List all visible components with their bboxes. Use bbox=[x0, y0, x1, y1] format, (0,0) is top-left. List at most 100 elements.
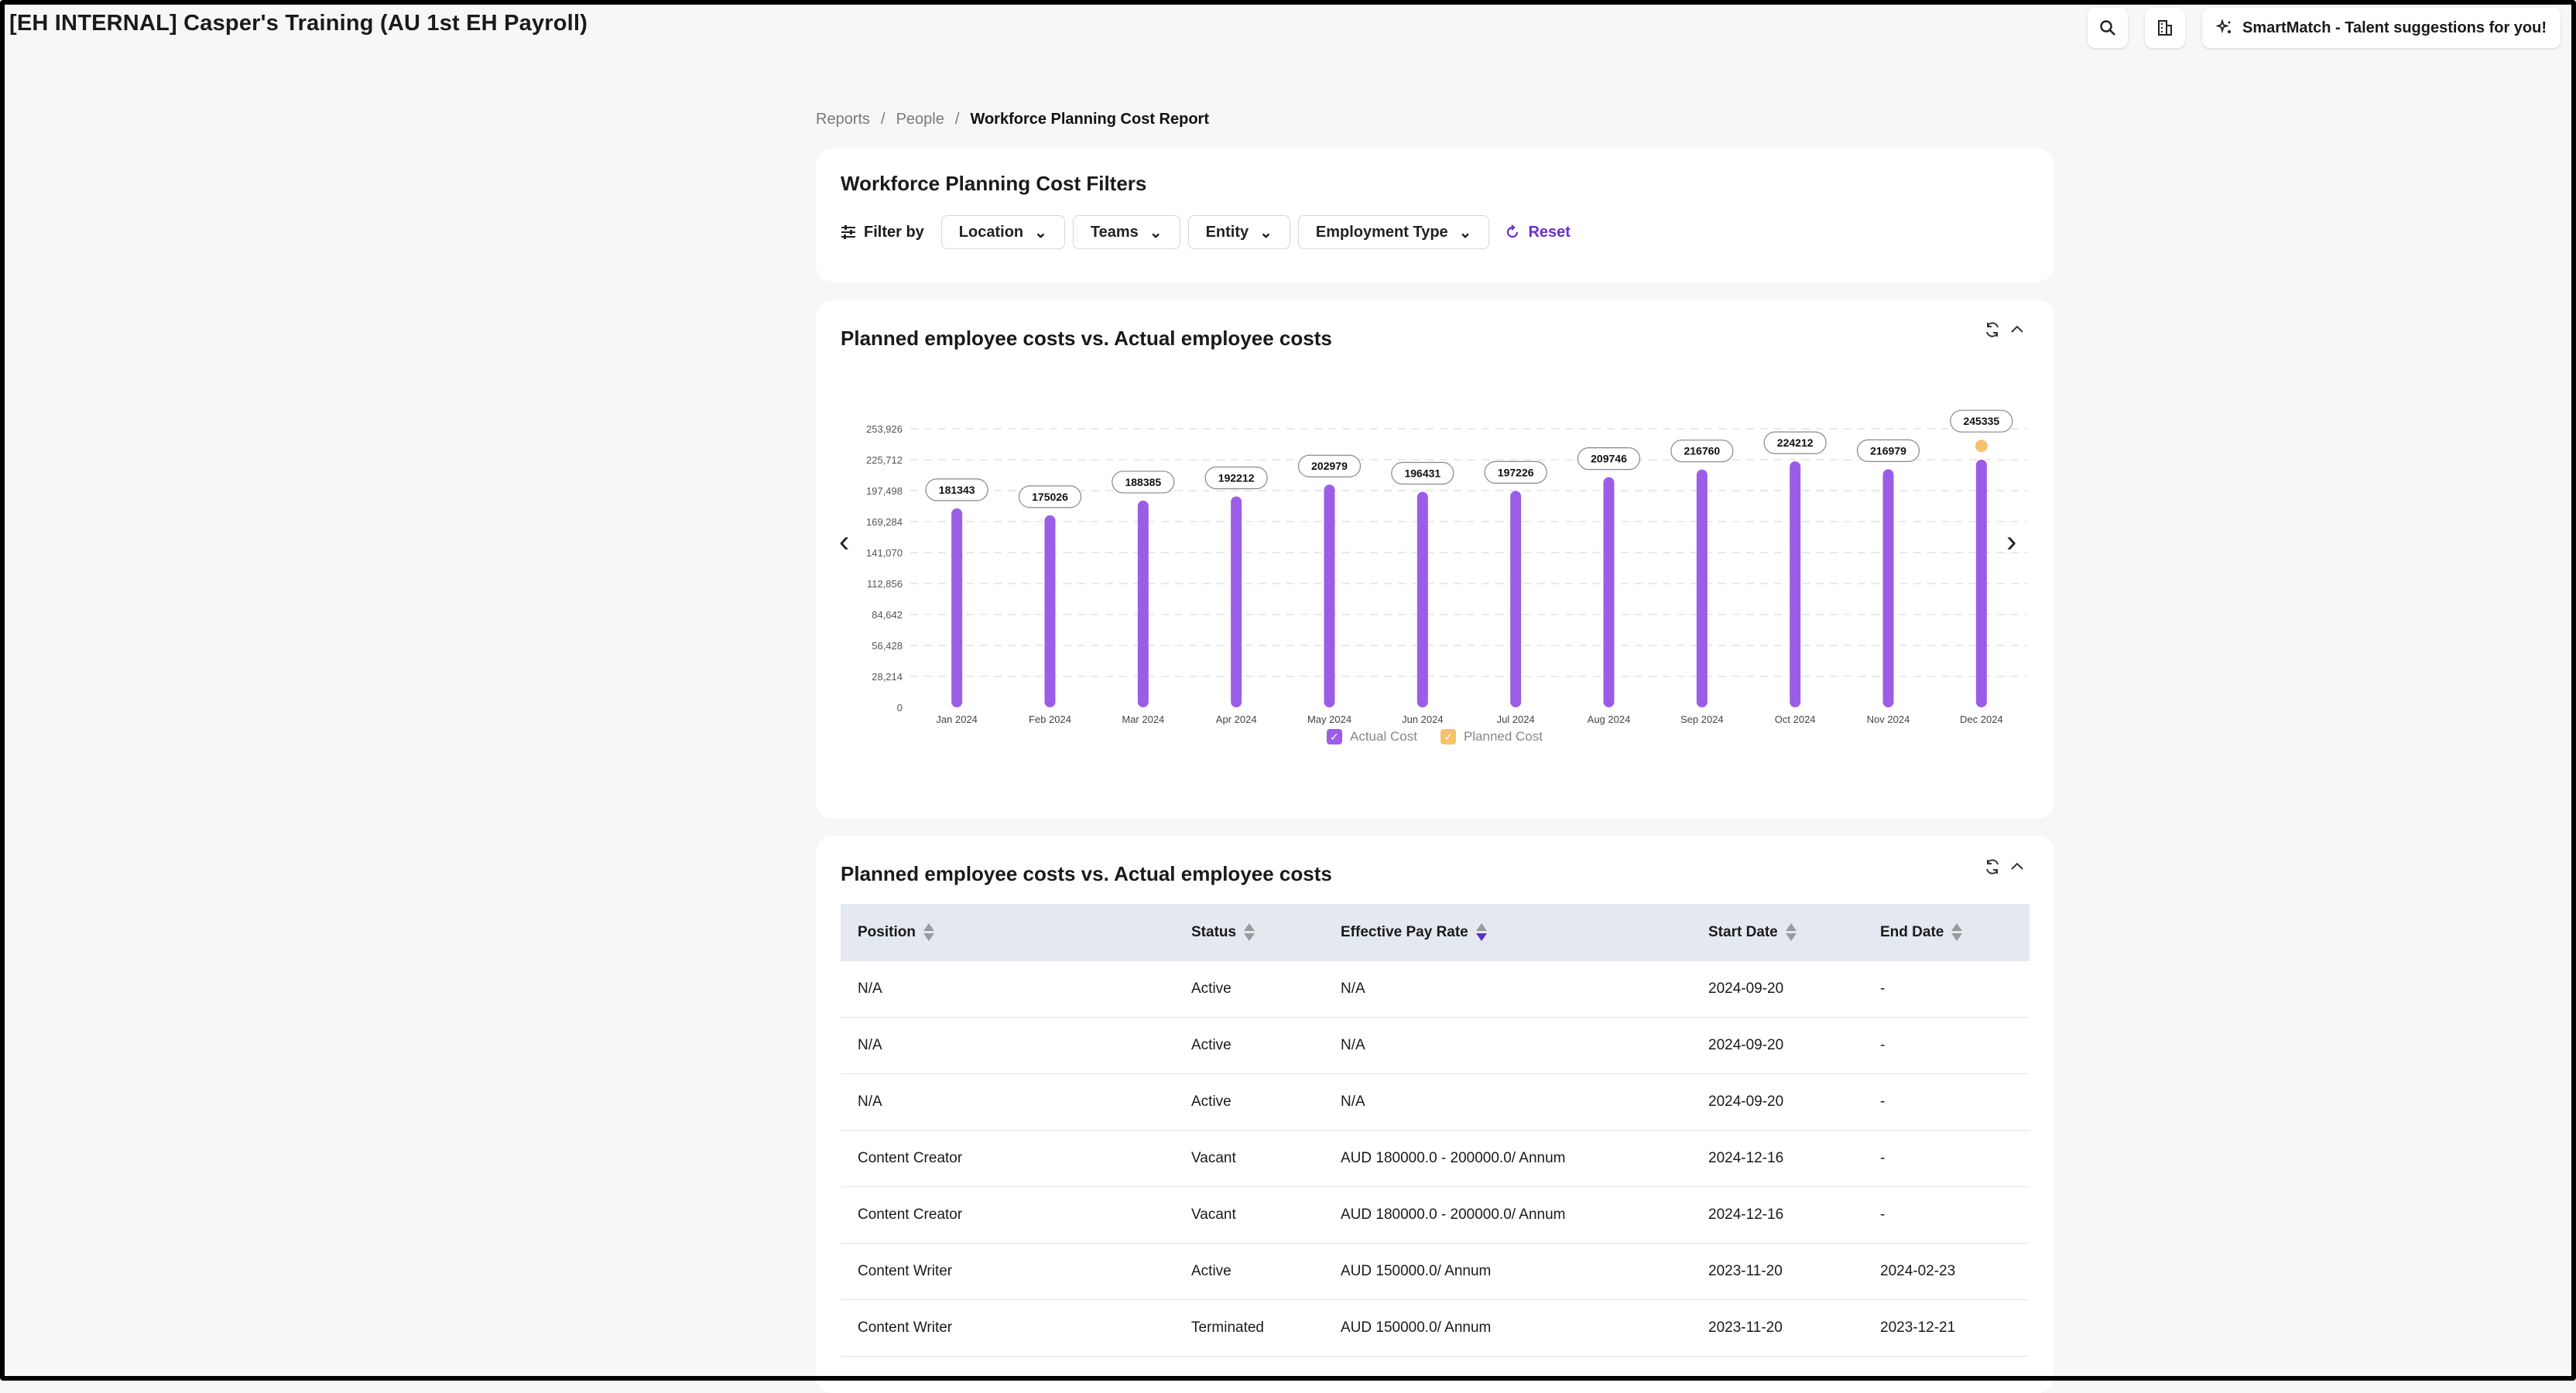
breadcrumb-separator: / bbox=[954, 111, 960, 128]
refresh-icon[interactable] bbox=[1983, 857, 2002, 876]
app-title: [EH INTERNAL] Casper's Training (AU 1st … bbox=[9, 11, 588, 36]
cell-position: Content Creator bbox=[841, 1130, 1174, 1187]
filters-card: Workforce Planning Cost Filters Filter b… bbox=[816, 149, 2054, 282]
refresh-icon[interactable] bbox=[1983, 320, 2002, 339]
data-label: 196431 bbox=[1404, 467, 1440, 480]
y-tick-label: 197,498 bbox=[866, 485, 903, 497]
cell-status: Vacant bbox=[1174, 1130, 1324, 1187]
cell-position: Content Writer bbox=[841, 1243, 1174, 1300]
legend-actual-cost[interactable]: ✓ Actual Cost bbox=[1327, 729, 1417, 744]
data-label: 224212 bbox=[1777, 436, 1814, 449]
table-row[interactable]: Content Writer Active AUD 150000.0/ Annum 2… bbox=[841, 1243, 2030, 1300]
y-tick-label: 56,428 bbox=[872, 640, 903, 652]
bar-actual-cost bbox=[1790, 461, 1801, 707]
table-row[interactable]: N/A Active N/A 2024-09-20- bbox=[841, 1073, 2030, 1131]
data-label-pill bbox=[1577, 447, 1641, 471]
employment-type-dropdown[interactable]: Employment Type ⌄ bbox=[1297, 215, 1490, 249]
cell-start-date: 2024-12-16 bbox=[1691, 1186, 1863, 1244]
smartmatch-label: SmartMatch - Talent suggestions for you! bbox=[2242, 19, 2547, 36]
reset-button[interactable]: Reset bbox=[1505, 224, 1571, 241]
bar-actual-cost bbox=[1603, 477, 1615, 707]
check-icon: ✓ bbox=[1327, 729, 1342, 744]
breadcrumb: Reports / People / Workforce Planning Co… bbox=[816, 111, 1209, 128]
column-header-position[interactable]: Position bbox=[841, 904, 1174, 961]
cell-status: Terminated bbox=[1174, 1299, 1324, 1357]
breadcrumb-separator: / bbox=[881, 111, 886, 128]
data-label-pill bbox=[1204, 466, 1268, 490]
chevron-down-icon: ⌄ bbox=[1149, 224, 1163, 241]
bar-actual-cost bbox=[1137, 500, 1149, 707]
filter-by-label: Filter by bbox=[841, 224, 924, 241]
table-card: Planned employee costs vs. Actual employ… bbox=[816, 836, 2054, 1393]
data-label: 245335 bbox=[1963, 415, 1999, 427]
cell-end-date: - bbox=[1863, 1186, 2030, 1244]
y-tick-label: 141,070 bbox=[866, 547, 903, 559]
data-label-pill bbox=[1484, 460, 1547, 484]
table-row[interactable]: N/A Active N/A 2024-09-20- bbox=[841, 961, 2030, 1018]
cell-status: Active bbox=[1174, 1073, 1324, 1131]
cell-position: Content Creator bbox=[841, 1186, 1174, 1244]
x-tick-label: Nov 2024 bbox=[1867, 714, 1910, 725]
table-row[interactable]: N/A Active N/A 2024-09-20- bbox=[841, 1017, 2030, 1074]
column-header-end-date[interactable]: End Date bbox=[1863, 904, 2030, 961]
column-header-effective-pay-rate[interactable]: Effective Pay Rate bbox=[1324, 904, 1691, 961]
chevron-up-icon[interactable] bbox=[2008, 857, 2026, 876]
y-tick-label: 84,642 bbox=[872, 609, 903, 621]
sort-icon[interactable] bbox=[1951, 922, 1963, 943]
legend-planned-cost[interactable]: ✓ Planned Cost bbox=[1440, 729, 1543, 744]
table-row[interactable]: Content Creator Vacant AUD 180000.0 - 2000… bbox=[841, 1130, 2030, 1187]
location-dropdown[interactable]: Location ⌄ bbox=[940, 215, 1065, 249]
sort-icon[interactable] bbox=[1785, 922, 1797, 943]
bar-actual-cost bbox=[1324, 484, 1335, 707]
bar-actual-cost bbox=[1044, 515, 1056, 707]
cell-start-date: 2024-09-20 bbox=[1691, 961, 1863, 1018]
table-row[interactable]: Content Writer Terminated AUD 150000.0/ An… bbox=[841, 1299, 2030, 1357]
search-button[interactable] bbox=[2088, 8, 2128, 48]
chart-prev-arrow[interactable]: ‹ bbox=[839, 525, 850, 559]
x-tick-label: Mar 2024 bbox=[1122, 714, 1164, 725]
x-tick-label: Jan 2024 bbox=[936, 714, 978, 725]
cell-end-date: 2024-02-23 bbox=[1863, 1243, 2030, 1300]
sort-icon[interactable] bbox=[1244, 922, 1255, 943]
search-icon bbox=[2100, 20, 2115, 36]
cell-position: N/A bbox=[841, 1017, 1174, 1074]
cell-pay-rate: AUD 150000.0/ Annum bbox=[1324, 1299, 1691, 1357]
breadcrumb-people[interactable]: People bbox=[896, 111, 944, 128]
sparkle-icon bbox=[2216, 19, 2231, 34]
data-label-pill bbox=[1297, 454, 1362, 477]
teams-dropdown[interactable]: Teams ⌄ bbox=[1072, 215, 1180, 249]
positions-table: Position Status Effective Pay Rate Start… bbox=[841, 904, 2030, 1357]
entity-dropdown[interactable]: Entity ⌄ bbox=[1187, 215, 1290, 249]
cell-end-date: - bbox=[1863, 1073, 2030, 1131]
cell-pay-rate: N/A bbox=[1324, 1017, 1691, 1074]
x-tick-label: Feb 2024 bbox=[1029, 714, 1071, 725]
data-label: 209746 bbox=[1591, 453, 1627, 465]
bar-actual-cost bbox=[1696, 469, 1708, 707]
breadcrumb-reports[interactable]: Reports bbox=[816, 111, 871, 128]
table-row[interactable]: Content Creator Vacant AUD 180000.0 - 2000… bbox=[841, 1186, 2030, 1244]
y-tick-label: 112,856 bbox=[867, 578, 903, 590]
data-label: 188385 bbox=[1125, 476, 1161, 488]
y-tick-label: 0 bbox=[897, 702, 903, 714]
bar-actual-cost bbox=[1975, 460, 1987, 707]
column-header-status[interactable]: Status bbox=[1174, 904, 1324, 961]
breadcrumb-current: Workforce Planning Cost Report bbox=[970, 111, 1209, 128]
sort-icon[interactable] bbox=[1475, 922, 1487, 943]
chevron-down-icon: ⌄ bbox=[1259, 224, 1273, 241]
cell-end-date: - bbox=[1863, 1017, 2030, 1074]
chevron-up-icon[interactable] bbox=[2008, 320, 2026, 339]
x-tick-label: Oct 2024 bbox=[1775, 714, 1816, 725]
organisation-switcher-button[interactable] bbox=[2145, 8, 2185, 48]
data-label: 181343 bbox=[939, 484, 975, 496]
chevron-down-icon: ⌄ bbox=[1458, 224, 1472, 241]
column-header-start-date[interactable]: Start Date bbox=[1691, 904, 1863, 961]
bar-actual-cost bbox=[1510, 491, 1522, 707]
data-label-pill bbox=[1950, 409, 2013, 433]
point-planned-cost bbox=[1975, 440, 1988, 453]
sort-icon[interactable] bbox=[923, 922, 934, 943]
chart-next-arrow[interactable]: › bbox=[2006, 525, 2017, 559]
chevron-down-icon: ⌄ bbox=[1034, 224, 1047, 241]
smartmatch-button[interactable]: SmartMatch - Talent suggestions for you! bbox=[2202, 8, 2561, 48]
y-tick-label: 253,926 bbox=[866, 423, 903, 435]
x-tick-label: Apr 2024 bbox=[1216, 714, 1257, 725]
